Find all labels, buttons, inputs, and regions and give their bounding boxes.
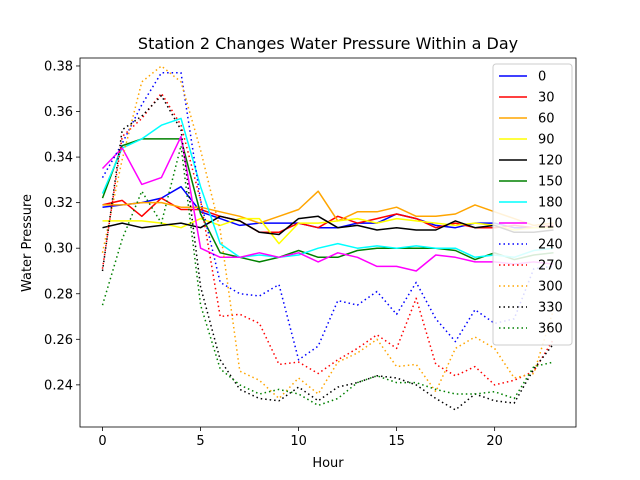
series-line-180 (101, 117, 554, 259)
x-tick-label: 15 (388, 434, 405, 449)
legend-label-330: 330 (538, 301, 563, 316)
chart-title: Station 2 Changes Water Pressure Within … (138, 34, 518, 53)
y-tick-label: 0.38 (44, 59, 73, 74)
legend-label-150: 150 (538, 175, 563, 190)
series-line-360 (101, 144, 554, 407)
x-axis-label: Hour (312, 456, 344, 471)
legend-label-120: 120 (538, 154, 563, 169)
y-tick-label: 0.26 (44, 333, 73, 348)
y-axis-label: Water Pressure (20, 194, 35, 292)
y-tick-label: 0.32 (44, 196, 73, 211)
series-line-270 (101, 92, 555, 386)
legend-label-60: 60 (538, 112, 555, 127)
legend-box (492, 63, 573, 346)
legend-label-30: 30 (538, 91, 555, 106)
legend-label-180: 180 (538, 196, 563, 211)
legend: 0 30 60 90 120 150 180 210 240 270 300 330 360 (492, 63, 573, 346)
series-line-300 (101, 65, 555, 400)
x-tick-label: 5 (196, 434, 204, 449)
y-tick-label: 0.34 (44, 151, 73, 166)
x-tick-label: 0 (98, 434, 106, 449)
y-tick-label: 0.30 (44, 242, 73, 257)
legend-label-0: 0 (538, 70, 546, 85)
x-tick-label: 10 (290, 434, 307, 449)
series-line-240 (101, 72, 554, 361)
y-tick-label: 0.28 (44, 287, 73, 302)
legend-label-210: 210 (538, 217, 563, 232)
legend-label-300: 300 (538, 280, 563, 295)
series-line-120 (102, 215, 554, 236)
legend-label-90: 90 (538, 133, 555, 148)
axes-frame (79, 57, 577, 428)
y-tick-label: 0.24 (44, 378, 73, 393)
legend-label-270: 270 (538, 259, 563, 274)
y-tick-label: 0.36 (44, 105, 73, 120)
plot-area: 0 5 10 15 20 0.24 0.26 0.28 0.30 0.32 0.34 0.36 0.38 (44, 57, 577, 449)
series-line-60 (102, 190, 554, 227)
x-tick-label: 20 (486, 434, 503, 449)
legend-label-360: 360 (538, 322, 563, 337)
series-line-210 (101, 135, 554, 272)
legend-label-240: 240 (538, 238, 563, 253)
